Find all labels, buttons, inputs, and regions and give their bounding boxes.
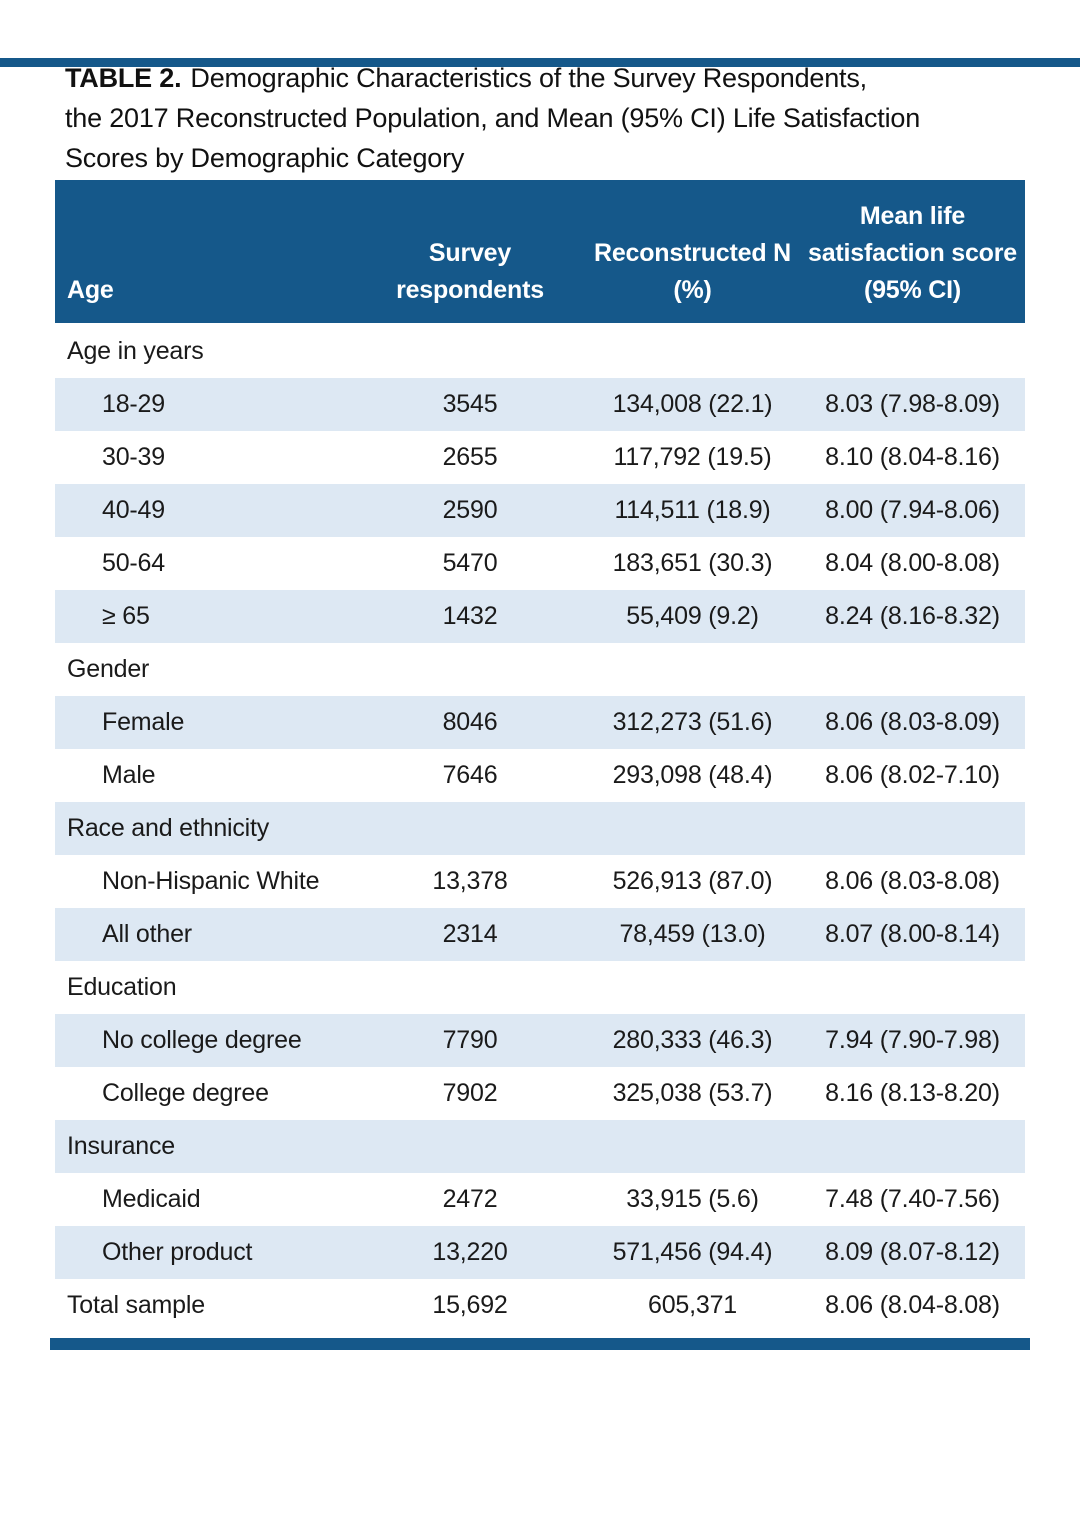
row-label: ≥ 65: [102, 602, 150, 630]
table-row: Total sample 15,692 605,371 8.06 (8.04-8.08…: [55, 1279, 1025, 1332]
table-row: 18-29 3545 134,008 (22.1) 8.03 (7.98-8.09): [55, 378, 1025, 431]
cell-survey-respondents: 8046: [442, 708, 498, 736]
cell-mean-score: 7.48 (7.40-7.56): [825, 1185, 1000, 1213]
table-row: No college degree 7790 280,333 (46.3) 7.94 …: [55, 1014, 1025, 1067]
cell-reconstructed-n: 605,371: [648, 1291, 737, 1319]
row-label: Education: [67, 973, 177, 1001]
cell-mean-score: 8.09 (8.07-8.12): [825, 1238, 1000, 1266]
row-label: Female: [102, 708, 185, 736]
cell-reconstructed-n: 293,098 (48.4): [612, 761, 773, 789]
title-line-3: Scores by Demographic Category: [65, 143, 465, 173]
cell-mean-score: 7.94 (7.90-7.98): [825, 1026, 1000, 1054]
column-header-age: Age: [67, 276, 114, 304]
row-label: Gender: [67, 655, 150, 683]
title-line-2: the 2017 Reconstructed Population, and M…: [65, 103, 921, 133]
table-row: College degree 7902 325,038 (53.7) 8.16 (8.…: [55, 1067, 1025, 1120]
cell-mean-score: 8.06 (8.03-8.08): [825, 867, 1000, 895]
cell-reconstructed-n: 526,913 (87.0): [612, 867, 773, 895]
table-row: Male 7646 293,098 (48.4) 8.06 (8.02-7.10): [55, 749, 1025, 802]
table-row: ≥ 65 1432 55,409 (9.2) 8.24 (8.16-8.32): [55, 590, 1025, 643]
cell-mean-score: 8.06 (8.04-8.08): [825, 1291, 1000, 1319]
row-label: College degree: [102, 1079, 269, 1107]
row-label: 40-49: [102, 496, 165, 524]
cell-mean-score: 8.24 (8.16-8.32): [825, 602, 1000, 630]
row-label: Medicaid: [102, 1185, 201, 1213]
cell-survey-respondents: 2590: [442, 496, 498, 524]
top-rule: [0, 58, 1080, 67]
cell-survey-respondents: 7902: [442, 1079, 498, 1107]
cell-mean-score: 8.10 (8.04-8.16): [825, 443, 1000, 471]
cell-reconstructed-n: 280,333 (46.3): [612, 1026, 773, 1054]
cell-survey-respondents: 7790: [442, 1026, 498, 1054]
cell-survey-respondents: 5470: [442, 549, 498, 577]
cell-mean-score: 8.03 (7.98-8.09): [825, 390, 1000, 418]
cell-mean-score: 8.07 (8.00-8.14): [825, 920, 1000, 948]
row-label: No college degree: [102, 1026, 302, 1054]
cell-reconstructed-n: 33,915 (5.6): [626, 1185, 759, 1213]
column-header-reconstructed-n: Reconstructed N (%): [593, 239, 792, 304]
row-label: 50-64: [102, 549, 165, 577]
table-row: 40-49 2590 114,511 (18.9) 8.00 (7.94-8.06): [55, 484, 1025, 537]
row-label: Other product: [102, 1238, 253, 1266]
cell-survey-respondents: 7646: [442, 761, 498, 789]
row-label: 18-29: [102, 390, 165, 418]
cell-reconstructed-n: 55,409 (9.2): [626, 602, 759, 630]
table-row: Other product 13,220 571,456 (94.4) 8.09 (8…: [55, 1226, 1025, 1279]
table-row: Non-Hispanic White 13,378 526,913 (87.0) 8.…: [55, 855, 1025, 908]
cell-reconstructed-n: 114,511 (18.9): [614, 496, 771, 524]
table-row: Age in years: [55, 325, 1025, 378]
cell-survey-respondents: 15,692: [432, 1291, 508, 1319]
table-row: Insurance: [55, 1120, 1025, 1173]
table-row: Gender: [55, 643, 1025, 696]
row-label: Total sample: [67, 1291, 205, 1319]
title-text: Demographic Characteristics of the Surve…: [190, 63, 867, 93]
table-row: All other 2314 78,459 (13.0) 8.07 (8.00-8.1…: [55, 908, 1025, 961]
row-label: Non-Hispanic White: [102, 867, 320, 895]
cell-reconstructed-n: 117,792 (19.5): [613, 443, 772, 471]
row-label: All other: [102, 920, 192, 948]
cell-reconstructed-n: 312,273 (51.6): [612, 708, 773, 736]
table-row: 30-39 2655 117,792 (19.5) 8.10 (8.04-8.16): [55, 431, 1025, 484]
column-header-survey-respondents: Survey respondents: [396, 239, 544, 304]
cell-mean-score: 8.06 (8.03-8.09): [825, 708, 1000, 736]
cell-survey-respondents: 2655: [442, 443, 498, 471]
cell-mean-score: 8.06 (8.02-7.10): [825, 761, 1000, 789]
cell-mean-score: 8.00 (7.94-8.06): [825, 496, 1000, 524]
row-label: Race and ethnicity: [67, 814, 270, 842]
cell-reconstructed-n: 134,008 (22.1): [612, 390, 773, 418]
row-label: Male: [102, 761, 156, 789]
table-body: Age in years 18-29 3545 134,008 (22.1) 8.03 …: [55, 325, 1025, 1332]
cell-reconstructed-n: 325,038 (53.7): [612, 1079, 773, 1107]
row-label: 30-39: [102, 443, 165, 471]
cell-survey-respondents: 13,378: [432, 867, 508, 895]
table-row: 50-64 5470 183,651 (30.3) 8.04 (8.00-8.08): [55, 537, 1025, 590]
table-header-row: Age Survey respondents Reconstructed N (…: [55, 180, 1025, 323]
table-row: Race and ethnicity: [55, 802, 1025, 855]
table-title: TABLE 2. Demographic Characteristics of t…: [65, 58, 1015, 178]
title-line-1: TABLE 2. Demographic Characteristics of t…: [65, 58, 1015, 98]
table-row: Female 8046 312,273 (51.6) 8.06 (8.03-8.09): [55, 696, 1025, 749]
row-label: Insurance: [67, 1132, 175, 1160]
table-row: Education: [55, 961, 1025, 1014]
cell-survey-respondents: 2314: [442, 920, 498, 948]
cell-reconstructed-n: 571,456 (94.4): [612, 1238, 773, 1266]
cell-reconstructed-n: 78,459 (13.0): [619, 920, 766, 948]
cell-mean-score: 8.04 (8.00-8.08): [825, 549, 1000, 577]
cell-reconstructed-n: 183,651 (30.3): [612, 549, 773, 577]
cell-survey-respondents: 1432: [442, 602, 498, 630]
column-header-mean-life-satisfaction: Mean life satisfaction score (95% CI): [808, 202, 1017, 304]
table-number-label: TABLE 2.: [65, 63, 182, 93]
cell-survey-respondents: 3545: [442, 390, 498, 418]
bottom-rule: [50, 1338, 1030, 1350]
row-label: Age in years: [67, 337, 204, 365]
cell-mean-score: 8.16 (8.13-8.20): [825, 1079, 1000, 1107]
cell-survey-respondents: 2472: [442, 1185, 498, 1213]
cell-survey-respondents: 13,220: [432, 1238, 508, 1266]
demographics-table: Age Survey respondents Reconstructed N (…: [50, 180, 1030, 1350]
table-row: Medicaid 2472 33,915 (5.6) 7.48 (7.40-7.56): [55, 1173, 1025, 1226]
